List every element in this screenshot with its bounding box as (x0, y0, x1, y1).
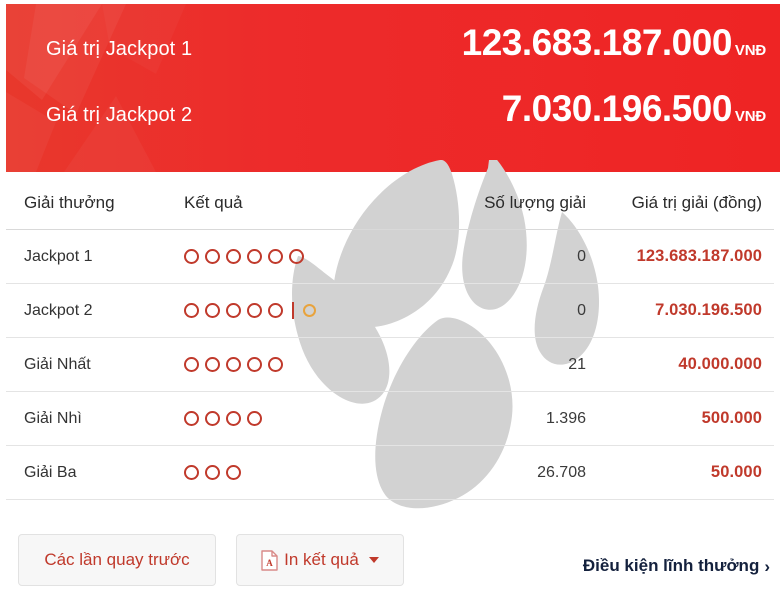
print-result-button[interactable]: A In kết quả (236, 534, 404, 586)
result-ball-placeholder-icon (268, 249, 283, 264)
result-ball-placeholder-icon (226, 357, 241, 372)
result-ball-placeholder-icon (205, 357, 220, 372)
ball-group (184, 465, 406, 480)
table-body: Jackpot 1 0 123.683.187.000 Jackpot 2 0 7.030… (6, 230, 774, 500)
jackpot-2-label: Giá trị Jackpot 2 (46, 104, 193, 126)
table-row: Giải Ba 26.708 50.000 (6, 446, 774, 500)
cell-winner-count: 1.396 (545, 409, 586, 427)
previous-draws-label: Các lần quay trước (44, 550, 190, 569)
column-header-value: Giá trị giải (đồng) (631, 192, 762, 212)
column-header-count: Số lượng giải (484, 192, 586, 212)
result-ball-placeholder-icon (205, 411, 220, 426)
ball-separator (292, 302, 294, 319)
result-ball-placeholder-icon (184, 411, 199, 426)
result-ball-placeholder-icon (247, 303, 262, 318)
jackpot-1-currency: VNĐ (734, 42, 766, 59)
cell-prize-value: 7.030.196.500 (655, 301, 762, 319)
cell-result-balls (184, 465, 406, 480)
cell-prize-name: Jackpot 2 (24, 301, 93, 319)
terms-conditions-label: Điều kiện lĩnh thưởng (582, 556, 760, 575)
cell-prize-name: Giải Nhất (24, 355, 91, 373)
previous-draws-button[interactable]: Các lần quay trước (18, 534, 216, 586)
ball-group (184, 249, 406, 264)
cell-winner-count: 0 (577, 247, 586, 265)
result-ball-placeholder-icon (205, 465, 220, 480)
jackpot-2-currency: VNĐ (734, 108, 766, 125)
cell-winner-count: 26.708 (537, 463, 586, 481)
jackpot-rows: Giá trị Jackpot 1 123.683.187.000 VNĐ Gi… (6, 4, 780, 172)
pdf-file-icon: A (261, 549, 278, 571)
result-ball-placeholder-icon (205, 249, 220, 264)
cell-result-balls (184, 249, 406, 264)
result-ball-placeholder-icon (247, 249, 262, 264)
jackpot-2-amount: 7.030.196.500 (501, 88, 733, 129)
ball-group (184, 411, 406, 426)
table-header-row: Giải thưởng Kết quả Số lượng giải Giá tr… (6, 176, 774, 230)
svg-text:A: A (266, 558, 273, 568)
cell-prize-name: Giải Nhì (24, 409, 82, 427)
jackpot-row-2: Giá trị Jackpot 2 7.030.196.500 VNĐ (46, 88, 766, 154)
cell-result-balls (184, 411, 406, 426)
cell-prize-name: Jackpot 1 (24, 247, 93, 265)
jackpot-row-1: Giá trị Jackpot 1 123.683.187.000 VNĐ (46, 22, 766, 88)
cell-result-balls (184, 357, 406, 372)
chevron-right-icon: › (764, 556, 770, 576)
table-row: Jackpot 2 0 7.030.196.500 (6, 284, 774, 338)
chevron-down-icon[interactable] (368, 557, 379, 563)
result-ball-placeholder-icon (205, 303, 220, 318)
cell-winner-count: 21 (568, 355, 586, 373)
ball-group (184, 302, 406, 319)
result-ball-placeholder-icon (184, 249, 199, 264)
print-result-label: In kết quả (284, 550, 359, 569)
result-ball-placeholder-icon (184, 465, 199, 480)
jackpot-banner: Giá trị Jackpot 1 123.683.187.000 VNĐ Gi… (6, 4, 780, 172)
cell-prize-value: 123.683.187.000 (636, 247, 762, 265)
result-ball-placeholder-icon (247, 411, 262, 426)
table-row: Giải Nhì 1.396 500.000 (6, 392, 774, 446)
result-ball-placeholder-icon (184, 303, 199, 318)
table-row: Jackpot 1 0 123.683.187.000 (6, 230, 774, 284)
result-ball-placeholder-icon (289, 249, 304, 264)
ball-group (184, 357, 406, 372)
results-table: Giải thưởng Kết quả Số lượng giải Giá tr… (6, 176, 774, 500)
result-ball-placeholder-icon (247, 357, 262, 372)
cell-prize-name: Giải Ba (24, 463, 77, 481)
cell-prize-value: 500.000 (701, 409, 762, 427)
cell-result-balls (184, 302, 406, 319)
result-ball-placeholder-icon (226, 249, 241, 264)
result-ball-placeholder-icon (226, 411, 241, 426)
result-ball-placeholder-icon (268, 357, 283, 372)
cell-winner-count: 0 (577, 301, 586, 319)
cell-prize-value: 40.000.000 (678, 355, 762, 373)
cell-prize-value: 50.000 (710, 463, 762, 481)
column-header-result: Kết quả (184, 192, 243, 212)
result-ball-placeholder-icon (226, 465, 241, 480)
bonus-ball-placeholder-icon (303, 304, 316, 317)
result-ball-placeholder-icon (268, 303, 283, 318)
terms-conditions-link[interactable]: Điều kiện lĩnh thưởng › (583, 556, 770, 576)
jackpot-1-amount-group: 123.683.187.000 VNĐ (461, 22, 767, 64)
footer-actions: Các lần quay trước A In kết quả Điều kiệ… (0, 512, 780, 593)
jackpot-1-label: Giá trị Jackpot 1 (46, 38, 193, 60)
result-ball-placeholder-icon (226, 303, 241, 318)
table-row: Giải Nhất 21 40.000.000 (6, 338, 774, 392)
jackpot-2-amount-group: 7.030.196.500 VNĐ (502, 88, 766, 130)
result-ball-placeholder-icon (184, 357, 199, 372)
column-header-prize: Giải thưởng (24, 192, 115, 212)
jackpot-1-amount: 123.683.187.000 (461, 22, 733, 63)
